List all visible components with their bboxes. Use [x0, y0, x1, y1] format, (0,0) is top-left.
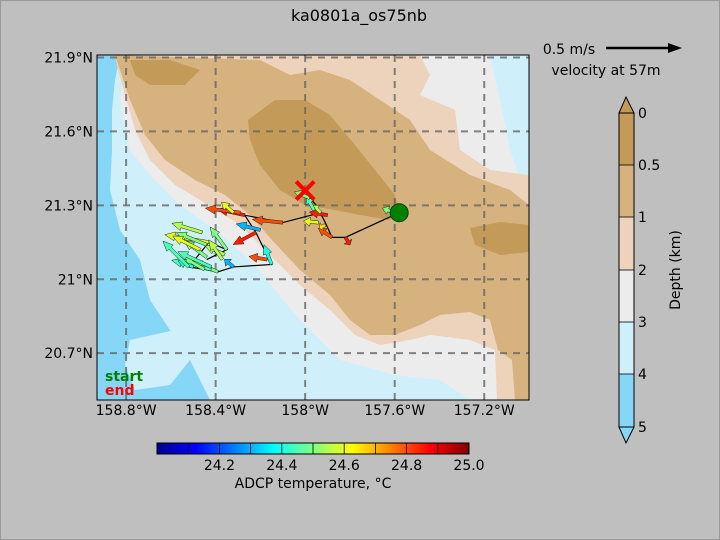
velocity-vector-28 — [208, 239, 225, 261]
velocity-vector-17 — [224, 259, 235, 269]
velocity-vector-25 — [172, 235, 202, 252]
depth-colorbar-bands — [619, 113, 634, 427]
temp-tick-label: 24.8 — [391, 458, 422, 474]
depth-0-0.5km-north — [130, 60, 200, 85]
depth-tick-label: 3 — [638, 315, 647, 331]
temp-tick-label: 24.6 — [329, 458, 360, 474]
depth-colorbar-bottom-cap — [618, 426, 635, 445]
lon-tick-label: 158.8°W — [96, 403, 157, 419]
depth-3-4km-patch — [125, 330, 190, 390]
depth-band-0 — [619, 113, 634, 165]
temp-tick-label: 24.4 — [266, 458, 297, 474]
depth-colorbar-top-cap — [618, 95, 635, 114]
legend-end: end — [105, 383, 134, 399]
legend-start: start — [105, 369, 143, 385]
lat-tick-label: 21°N — [58, 272, 93, 288]
velocity-vector-2 — [317, 227, 334, 240]
temperature-colorbar: 24.2 24.4 24.6 24.8 25.0 ADCP temperature, °… — [156, 442, 485, 492]
lon-tick-labels: 158.8°W 158.4°W 158°W 157.6°W 157.2°W — [96, 403, 515, 419]
map-gridlines — [97, 55, 529, 400]
lat-tick-label: 21.3°N — [44, 198, 93, 214]
map-frame — [96, 54, 530, 401]
circle-marker — [389, 203, 409, 223]
velocity-vector-16 — [248, 253, 268, 263]
scale-arrow-label: 0.5 m/s — [543, 42, 595, 58]
velocity-vector-9 — [251, 215, 284, 226]
temp-tick-label: 24.2 — [204, 458, 235, 474]
depth-0-0.5km — [248, 100, 400, 220]
scale-arrow-head — [668, 43, 682, 53]
depth-band-5 — [619, 374, 634, 427]
bathymetry — [97, 55, 529, 400]
velocity-vector-14 — [235, 221, 262, 232]
lon-tick-label: 157.2°W — [454, 403, 515, 419]
velocity-vector-1 — [343, 236, 353, 246]
depth-colorbar-label: Depth (km) — [668, 230, 684, 310]
depth-tick-label: 0 — [638, 106, 647, 122]
start-end-markers — [294, 180, 409, 223]
velocity-vector-31 — [162, 240, 191, 269]
lon-tick-label: 158.4°W — [185, 403, 246, 419]
velocity-vector-15 — [262, 244, 274, 266]
velocity-vector-29 — [209, 226, 229, 251]
depth-band-4 — [619, 322, 634, 374]
cross-marker-b — [294, 180, 316, 201]
temp-colorbar-ticks: 24.2 24.4 24.6 24.8 25.0 — [187, 443, 485, 474]
temp-tick-label: 25.0 — [453, 458, 484, 474]
map-panel: start end 158.8°W 158.4°W 158°W 157.6°W 157.… — [44, 50, 530, 419]
lat-tick-label: 20.7°N — [44, 346, 93, 362]
velocity-vector-26 — [171, 221, 204, 235]
depth-band-2 — [619, 217, 634, 270]
temp-colorbar-label: ADCP temperature, °C — [235, 476, 392, 492]
velocity-vectors — [162, 190, 396, 274]
depth-tick-label: 4 — [638, 367, 647, 383]
depth-tick-label: 2 — [638, 263, 647, 279]
lat-tick-labels: 21.9°N 21.6°N 21.3°N 21°N 20.7°N — [44, 50, 93, 362]
velocity-vector-13 — [232, 230, 258, 245]
lon-tick-label: 158°W — [281, 403, 329, 419]
velocity-vector-8 — [302, 216, 320, 227]
scale-arrow-key: 0.5 m/s velocity at 57m — [543, 42, 682, 79]
velocity-vector-27 — [177, 251, 213, 269]
depth-tick-label: 1 — [638, 210, 647, 226]
depth-band-1 — [619, 165, 634, 217]
velocity-vector-3 — [318, 221, 327, 232]
depth-tick-label: 5 — [638, 420, 647, 436]
velocity-vector-12 — [221, 201, 235, 215]
lat-tick-label: 21.6°N — [44, 124, 93, 140]
depth-colorbar-ticks: 0 0.5 1 2 3 4 5 — [619, 106, 660, 436]
scale-arrow-sublabel: velocity at 57m — [551, 63, 660, 79]
lon-tick-label: 157.6°W — [364, 403, 425, 419]
chart-title: ka0801a_os75nb — [291, 6, 427, 26]
depth-colorbar: 0 0.5 1 2 3 4 5 Depth (km) — [618, 95, 684, 445]
lat-tick-label: 21.9°N — [44, 50, 93, 66]
depth-tick-label: 0.5 — [638, 158, 660, 174]
depth-band-3 — [619, 270, 634, 322]
